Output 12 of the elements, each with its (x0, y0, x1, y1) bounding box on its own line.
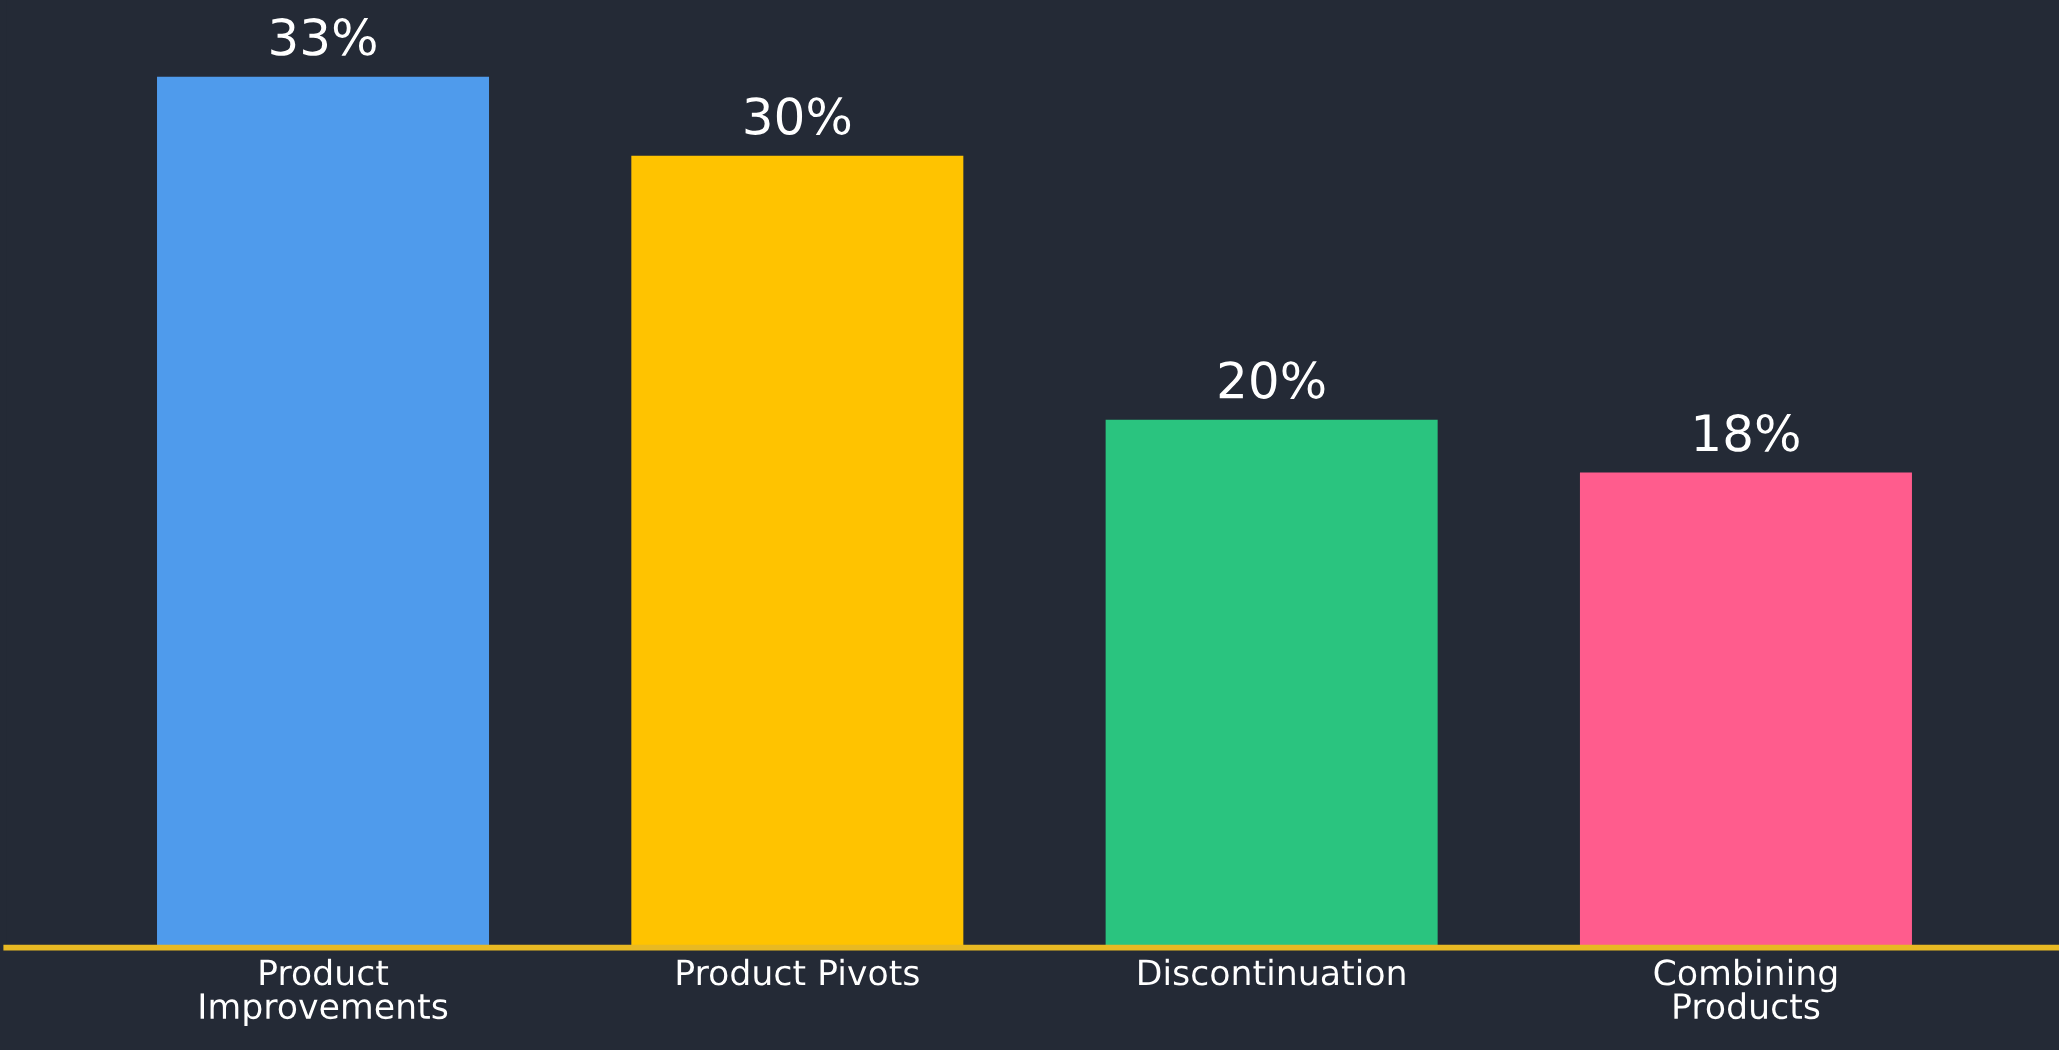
data-label: 18% (1695, 413, 1799, 452)
x-tick-label: Product Improvements (200, 958, 448, 1026)
x-tick-label: Product Pivots (677, 958, 919, 986)
data-label: 30% (745, 97, 851, 136)
data-label: 20% (1219, 361, 1325, 399)
bar (631, 155, 964, 948)
x-tick-label: Discontinuation (1139, 958, 1405, 986)
bar (157, 76, 490, 948)
bar (1105, 419, 1438, 948)
x-tick-label: Combining Products (1654, 958, 1837, 1020)
data-label: 33% (271, 18, 376, 56)
bar (1579, 472, 1912, 948)
